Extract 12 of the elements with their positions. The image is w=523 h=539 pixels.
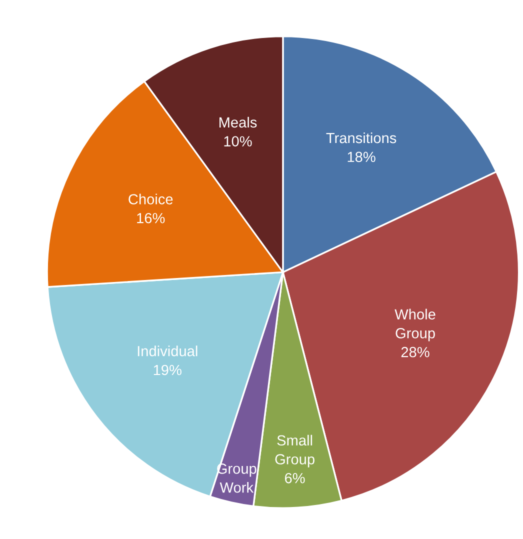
data-label: 6% — [284, 472, 305, 484]
data-label: 16% — [137, 212, 165, 224]
slice-label: Whole Group — [394, 308, 436, 342]
slice-label: Choice — [128, 194, 173, 204]
data-label: 19% — [154, 364, 182, 376]
slice-label: Meals — [220, 116, 257, 128]
data-label: 10% — [224, 136, 252, 146]
slice-label: Transitions — [326, 132, 396, 144]
slice-label: Small Group — [275, 434, 314, 468]
slice-label: Individual — [138, 346, 198, 356]
data-label: 18% — [348, 152, 376, 162]
data-label: 28% — [401, 346, 430, 358]
